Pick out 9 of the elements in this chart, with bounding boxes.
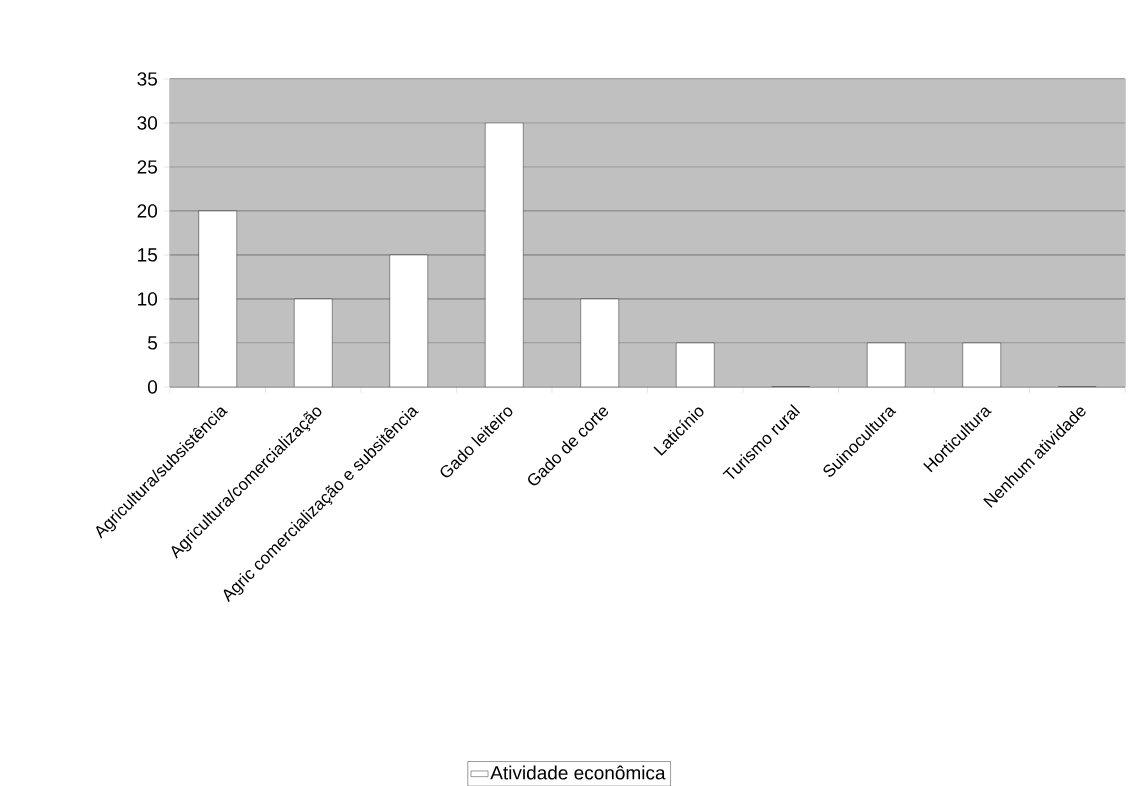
y-tick-label: 25 xyxy=(137,160,157,174)
y-tick-label: 0 xyxy=(147,380,158,394)
y-tick-label: 30 xyxy=(137,116,158,130)
y-tick-label: 15 xyxy=(138,248,157,262)
y-tick-label: 35 xyxy=(137,72,157,86)
legend-label: Atividade econômica xyxy=(490,765,666,780)
y-tick-label: 5 xyxy=(147,336,157,350)
y-tick-label: 20 xyxy=(137,204,158,218)
y-tick-label: 10 xyxy=(138,292,158,306)
